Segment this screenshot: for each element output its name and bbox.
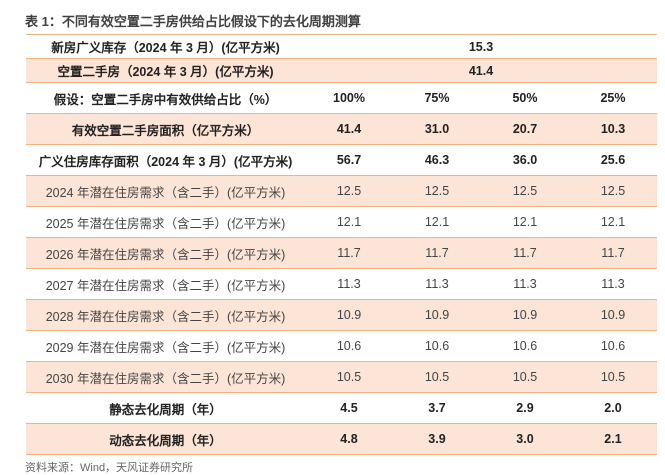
- row-label: 2028 年潜在住房需求（含二手）(亿平方米): [26, 299, 305, 331]
- source-note: 资料来源：Wind，天风证券研究所: [25, 462, 194, 474]
- cell-value: 10.6: [305, 330, 393, 362]
- table-row: 2025 年潜在住房需求（含二手）(亿平方米) 12.1 12.1 12.1 12.1: [26, 206, 657, 238]
- cell-value: 10.9: [393, 299, 481, 331]
- data-table: 新房广义库存（2024 年 3 月）(亿平方米) 15.3 空置二手房（2024 年…: [26, 34, 657, 455]
- cell-value: 50%: [481, 82, 569, 114]
- cell-value: 10.5: [569, 361, 657, 393]
- cell-value: 56.7: [305, 144, 393, 176]
- cell-value: 11.3: [481, 268, 569, 300]
- cell-value: 11.7: [569, 237, 657, 269]
- table-row: 2029 年潜在住房需求（含二手）(亿平方米) 10.6 10.6 10.6 10.6: [26, 330, 657, 362]
- cell-value: 10.9: [481, 299, 569, 331]
- table-row: 广义住房库存面积（2024 年 3 月）(亿平方米) 56.7 46.3 36.0 25…: [26, 144, 657, 176]
- row-label: 静态去化周期（年）: [26, 392, 305, 424]
- table-title: 表 1：不同有效空置二手房供给占比假设下的去化周期测算: [25, 14, 361, 29]
- merged-value: 41.4: [305, 58, 657, 83]
- cell-value: 10.9: [305, 299, 393, 331]
- cell-value: 11.7: [393, 237, 481, 269]
- cell-value: 25.6: [569, 144, 657, 176]
- cell-value: 11.7: [305, 237, 393, 269]
- cell-value: 100%: [305, 82, 393, 114]
- cell-value: 10.5: [305, 361, 393, 393]
- cell-value: 10.5: [393, 361, 481, 393]
- cell-value: 25%: [569, 82, 657, 114]
- cell-value: 12.5: [305, 175, 393, 207]
- cell-value: 10.5: [481, 361, 569, 393]
- table-row: 2027 年潜在住房需求（含二手）(亿平方米) 11.3 11.3 11.3 11.3: [26, 268, 657, 300]
- row-label: 假设：空置二手房中有效供给占比（%）: [26, 82, 305, 114]
- table-row: 2024 年潜在住房需求（含二手）(亿平方米) 12.5 12.5 12.5 12.5: [26, 175, 657, 207]
- cell-value: 12.1: [481, 206, 569, 238]
- cell-value: 31.0: [393, 113, 481, 145]
- cell-value: 12.1: [305, 206, 393, 238]
- row-label: 广义住房库存面积（2024 年 3 月）(亿平方米): [26, 144, 305, 176]
- cell-value: 46.3: [393, 144, 481, 176]
- cell-value: 11.7: [481, 237, 569, 269]
- cell-value: 2.9: [481, 392, 569, 424]
- table-row: 静态去化周期（年） 4.5 3.7 2.9 2.0: [26, 392, 657, 424]
- cell-value: 11.3: [305, 268, 393, 300]
- cell-value: 3.7: [393, 392, 481, 424]
- cell-value: 20.7: [481, 113, 569, 145]
- cell-value: 2.0: [569, 392, 657, 424]
- cell-value: 75%: [393, 82, 481, 114]
- row-label: 2030 年潜在住房需求（含二手）(亿平方米): [26, 361, 305, 393]
- cell-value: 11.3: [393, 268, 481, 300]
- table-row: 空置二手房（2024 年 3 月）(亿平方米) 41.4: [26, 58, 657, 83]
- row-label: 空置二手房（2024 年 3 月）(亿平方米): [26, 58, 305, 83]
- row-label: 2024 年潜在住房需求（含二手）(亿平方米): [26, 175, 305, 207]
- table-row: 新房广义库存（2024 年 3 月）(亿平方米) 15.3: [26, 34, 657, 59]
- row-label: 2025 年潜在住房需求（含二手）(亿平方米): [26, 206, 305, 238]
- table-row: 2030 年潜在住房需求（含二手）(亿平方米) 10.5 10.5 10.5 10.5: [26, 361, 657, 393]
- cell-value: 10.6: [569, 330, 657, 362]
- cell-value: 12.1: [569, 206, 657, 238]
- cell-value: 4.8: [305, 423, 393, 455]
- row-label: 2026 年潜在住房需求（含二手）(亿平方米): [26, 237, 305, 269]
- row-label: 动态去化周期（年）: [26, 423, 305, 455]
- table-row: 动态去化周期（年） 4.8 3.9 3.0 2.1: [26, 423, 657, 455]
- table-row: 有效空置二手房面积（亿平方米） 41.4 31.0 20.7 10.3: [26, 113, 657, 145]
- cell-value: 4.5: [305, 392, 393, 424]
- row-label: 2029 年潜在住房需求（含二手）(亿平方米): [26, 330, 305, 362]
- merged-value: 15.3: [305, 34, 657, 59]
- cell-value: 12.5: [569, 175, 657, 207]
- cell-value: 3.9: [393, 423, 481, 455]
- table-row: 2026 年潜在住房需求（含二手）(亿平方米) 11.7 11.7 11.7 11.7: [26, 237, 657, 269]
- cell-value: 11.3: [569, 268, 657, 300]
- cell-value: 10.9: [569, 299, 657, 331]
- cell-value: 12.1: [393, 206, 481, 238]
- cell-value: 36.0: [481, 144, 569, 176]
- cell-value: 10.6: [393, 330, 481, 362]
- cell-value: 12.5: [393, 175, 481, 207]
- cell-value: 10.3: [569, 113, 657, 145]
- row-label: 2027 年潜在住房需求（含二手）(亿平方米): [26, 268, 305, 300]
- table-row: 假设：空置二手房中有效供给占比（%） 100% 75% 50% 25%: [26, 82, 657, 114]
- cell-value: 10.6: [481, 330, 569, 362]
- cell-value: 12.5: [481, 175, 569, 207]
- cell-value: 2.1: [569, 423, 657, 455]
- row-label: 有效空置二手房面积（亿平方米）: [26, 113, 305, 145]
- cell-value: 41.4: [305, 113, 393, 145]
- cell-value: 3.0: [481, 423, 569, 455]
- table-row: 2028 年潜在住房需求（含二手）(亿平方米) 10.9 10.9 10.9 10.9: [26, 299, 657, 331]
- row-label: 新房广义库存（2024 年 3 月）(亿平方米): [26, 34, 305, 59]
